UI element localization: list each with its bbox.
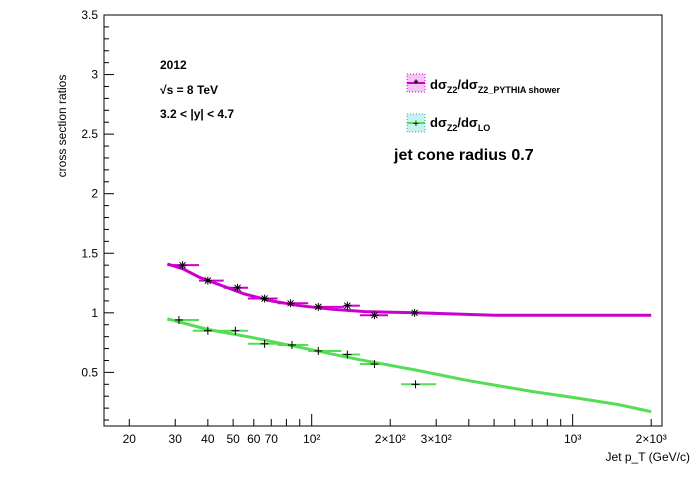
legend-lo-sub1: Z2 <box>447 123 458 133</box>
plot-frame <box>103 14 663 427</box>
energy-label: √s = 8 TeV <box>160 83 218 97</box>
legend-pythia-sub2: Z2_PYTHIA shower <box>478 85 561 95</box>
series-layer <box>166 261 652 414</box>
x-tick-label: 20 <box>123 432 137 446</box>
y-tick-label: 3 <box>91 68 98 82</box>
x-axis: 20 30 40 50 60 70 10² 2×10² 3×10² 10³ 2×10³ <box>123 414 667 446</box>
y-axis-label: cross section ratios <box>55 75 69 178</box>
x-tick-label: 2×10² <box>375 432 406 446</box>
cone-radius-label: jet cone radius 0.7 <box>393 147 534 164</box>
legend-pythia-mid: /dσ <box>457 77 478 92</box>
legend-label-lo: dσZ2/dσLO <box>430 115 490 133</box>
legend-marker-lo: + <box>413 118 419 130</box>
legend-pythia-main: dσ <box>430 77 447 92</box>
legend-marker-pythia: * <box>414 78 419 90</box>
rapidity-label: 3.2 < |y| < 4.7 <box>160 107 234 121</box>
x-tick-label: 50 <box>226 432 240 446</box>
point-marker-pythia <box>204 277 212 285</box>
legend-entry-pythia: * dσZ2/dσZ2_PYTHIA shower <box>406 73 560 95</box>
x-tick-label: 10³ <box>564 432 581 446</box>
point-marker-pythia <box>287 299 294 307</box>
legend-label-pythia: dσZ2/dσZ2_PYTHIA shower <box>430 77 560 95</box>
point-marker-pythia <box>179 261 186 269</box>
legend-entry-lo: + dσZ2/dσLO <box>406 113 490 133</box>
x-tick-label: 30 <box>169 432 183 446</box>
y-tick-label: 2.5 <box>81 127 98 141</box>
y-axis: 0.5 1 1.5 2 2.5 3 3.5 <box>81 8 114 421</box>
fit-curve-pythia <box>166 262 652 317</box>
x-axis-label: Jet p_T (GeV/c) <box>606 450 690 464</box>
x-tick-label: 40 <box>201 432 215 446</box>
point-marker-pythia <box>344 302 351 310</box>
y-tick-label: 1.5 <box>81 246 98 260</box>
y-tick-label: 3.5 <box>81 8 98 22</box>
x-tick-label: 3×10² <box>421 432 452 446</box>
y-tick-label: 0.5 <box>81 365 98 379</box>
point-marker-pythia <box>371 311 378 319</box>
legend-lo-main: dσ <box>430 115 447 130</box>
point-marker-pythia <box>261 295 268 302</box>
legend-pythia-sub1: Z2 <box>447 85 458 95</box>
legend-lo-sub2: LO <box>478 123 491 133</box>
x-tick-label: 60 <box>247 432 261 446</box>
point-marker-pythia <box>411 309 418 317</box>
legend-lo-mid: /dσ <box>457 115 478 130</box>
point-marker-pythia <box>234 284 241 292</box>
x-tick-label: 2×10³ <box>636 432 667 446</box>
point-marker-pythia <box>314 303 322 311</box>
y-tick-label: 1 <box>91 306 98 320</box>
x-tick-label: 10² <box>303 432 320 446</box>
y-tick-label: 2 <box>91 187 98 201</box>
legend: * dσZ2/dσZ2_PYTHIA shower + dσZ2/dσLO <box>406 73 560 133</box>
year-label: 2012 <box>160 58 187 72</box>
fit-curve-lo <box>167 317 652 414</box>
x-tick-label: 70 <box>265 432 279 446</box>
